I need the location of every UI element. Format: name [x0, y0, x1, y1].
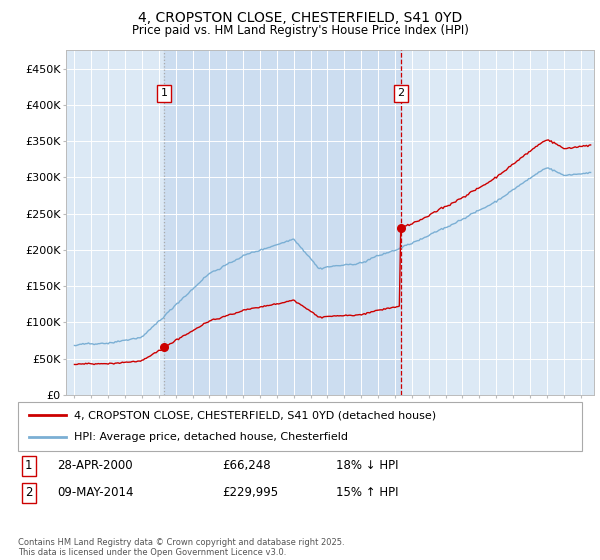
Bar [164, 50, 401, 395]
Text: £66,248: £66,248 [222, 459, 271, 473]
Text: 09-MAY-2014: 09-MAY-2014 [57, 486, 133, 500]
Text: 15% ↑ HPI: 15% ↑ HPI [336, 486, 398, 500]
Text: 2: 2 [25, 486, 32, 500]
Text: 1: 1 [161, 88, 167, 99]
Text: 4, CROPSTON CLOSE, CHESTERFIELD, S41 0YD: 4, CROPSTON CLOSE, CHESTERFIELD, S41 0YD [138, 11, 462, 25]
Text: Contains HM Land Registry data © Crown copyright and database right 2025.
This d: Contains HM Land Registry data © Crown c… [18, 538, 344, 557]
Text: 2: 2 [397, 88, 404, 99]
Text: 18% ↓ HPI: 18% ↓ HPI [336, 459, 398, 473]
Text: Price paid vs. HM Land Registry's House Price Index (HPI): Price paid vs. HM Land Registry's House … [131, 24, 469, 36]
FancyBboxPatch shape [18, 402, 582, 451]
Text: 28-APR-2000: 28-APR-2000 [57, 459, 133, 473]
Text: £229,995: £229,995 [222, 486, 278, 500]
Text: 1: 1 [25, 459, 32, 473]
Text: 4, CROPSTON CLOSE, CHESTERFIELD, S41 0YD (detached house): 4, CROPSTON CLOSE, CHESTERFIELD, S41 0YD… [74, 410, 437, 421]
Text: HPI: Average price, detached house, Chesterfield: HPI: Average price, detached house, Ches… [74, 432, 349, 442]
